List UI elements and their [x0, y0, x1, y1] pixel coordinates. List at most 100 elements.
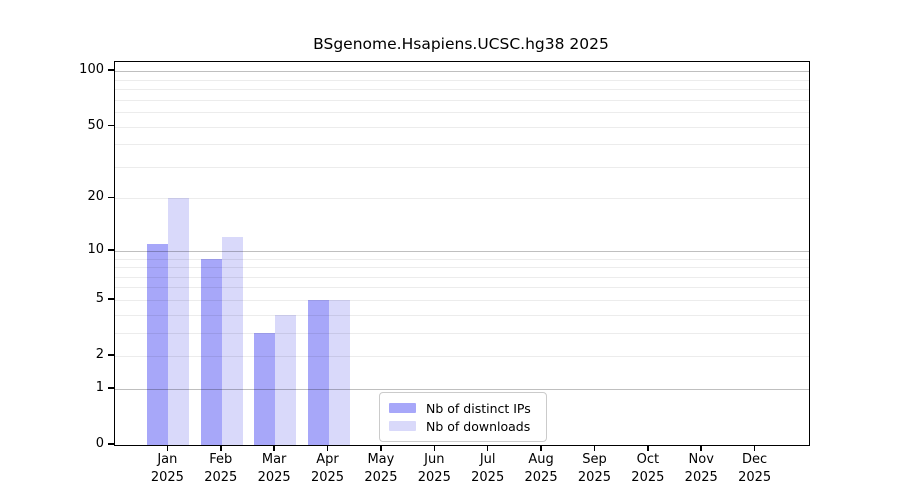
x-tick-label-may: May 2025	[345, 451, 417, 486]
x-tick-label-feb: Feb 2025	[185, 451, 257, 486]
gridline-y-90	[115, 79, 809, 81]
y-tick-label-5: 5	[95, 290, 104, 306]
x-label-month: Jul	[479, 452, 496, 467]
x-label-month: Nov	[688, 452, 714, 467]
y-tick-label-10: 10	[87, 241, 104, 257]
y-tick-label-1: 1	[95, 379, 104, 395]
bar-feb-distinct-ips	[200, 258, 222, 445]
x-label-year: 2025	[471, 469, 505, 485]
gridline-y-1	[115, 388, 809, 390]
y-tick-2	[107, 354, 114, 356]
x-label-year: 2025	[364, 469, 398, 485]
y-tick-1	[107, 387, 114, 389]
gridline-y-4	[115, 314, 809, 316]
grid-layer	[115, 62, 809, 445]
x-label-year: 2025	[524, 469, 558, 485]
chart-title: BSgenome.Hsapiens.UCSC.hg38 2025	[313, 35, 609, 53]
gridline-y-20	[115, 198, 809, 200]
y-tick-5	[107, 298, 114, 300]
y-tick-100	[107, 69, 114, 71]
gridline-y-100	[115, 71, 809, 73]
bar-apr-downloads	[328, 299, 350, 445]
x-label-month: Oct	[636, 452, 660, 467]
legend-label: Nb of downloads	[426, 418, 531, 434]
x-tick-label-apr: Apr 2025	[292, 451, 364, 486]
bar-jan-distinct-ips	[147, 243, 169, 445]
x-tick-may	[380, 445, 382, 451]
bar-mar-distinct-ips	[254, 332, 276, 445]
bar-jan-downloads	[168, 198, 190, 445]
x-label-year: 2025	[684, 469, 718, 485]
x-tick-label-oct: Oct 2025	[612, 451, 684, 486]
gridline-y-2	[115, 356, 809, 358]
y-tick-label-2: 2	[95, 347, 104, 363]
gridline-y-40	[115, 144, 809, 146]
x-tick-jul	[486, 445, 489, 451]
legend-item-distinct-ips: Nb of distinct IPs	[389, 399, 546, 417]
gridline-y-3	[115, 332, 809, 334]
x-tick-apr	[326, 445, 329, 451]
x-tick-label-sep: Sep 2025	[558, 451, 630, 486]
x-tick-feb	[220, 445, 222, 451]
x-label-month: Jun	[424, 452, 445, 467]
x-tick-nov	[700, 445, 702, 451]
gridline-y-30	[115, 166, 809, 168]
x-tick-dec	[753, 445, 756, 451]
gridline-y-10	[115, 250, 809, 252]
bar-apr-distinct-ips	[307, 299, 329, 445]
legend-label: Nb of distinct IPs	[426, 400, 531, 416]
x-label-year: 2025	[577, 469, 611, 485]
x-label-month: Mar	[261, 452, 287, 467]
y-tick-50	[107, 124, 114, 127]
x-tick-label-aug: Aug 2025	[505, 451, 577, 486]
legend: Nb of distinct IPs Nb of downloads	[379, 392, 547, 442]
x-label-year: 2025	[417, 469, 451, 485]
x-tick-jan	[166, 445, 169, 451]
y-tick-label-20: 20	[87, 189, 104, 205]
x-tick-label-dec: Dec 2025	[719, 451, 791, 486]
x-tick-sep	[593, 445, 596, 451]
legend-swatch-downloads	[389, 421, 416, 431]
x-tick-label-mar: Mar 2025	[238, 451, 310, 486]
x-label-month: May	[367, 452, 395, 467]
x-label-year: 2025	[631, 469, 665, 485]
x-label-year: 2025	[204, 469, 238, 485]
x-tick-label-nov: Nov 2025	[665, 451, 737, 486]
legend-item-downloads: Nb of downloads	[389, 417, 546, 435]
x-label-month: Sep	[582, 452, 607, 467]
x-tick-jun	[433, 445, 436, 451]
x-tick-aug	[540, 445, 542, 451]
x-tick-label-jun: Jun 2025	[398, 451, 470, 486]
gridline-y-8	[115, 267, 809, 269]
x-label-year: 2025	[738, 469, 772, 485]
x-label-month: Apr	[316, 452, 339, 467]
x-tick-label-jan: Jan 2025	[131, 451, 203, 486]
x-label-year: 2025	[150, 469, 184, 485]
y-tick-0	[107, 443, 114, 445]
x-tick-label-jul: Jul 2025	[452, 451, 524, 486]
x-label-year: 2025	[310, 469, 345, 485]
y-tick-label-50: 50	[87, 117, 104, 133]
x-label-year: 2025	[257, 469, 291, 485]
x-label-month: Feb	[209, 452, 233, 467]
x-label-month: Dec	[742, 452, 768, 467]
gridline-y-9	[115, 258, 809, 260]
gridline-y-5	[115, 299, 809, 301]
y-tick-label-0: 0	[95, 436, 104, 451]
y-tick-10	[107, 249, 114, 251]
legend-swatch-distinct-ips	[389, 403, 416, 413]
bar-mar-downloads	[275, 314, 297, 445]
gridline-y-6	[115, 287, 809, 289]
x-label-month: Jan	[157, 452, 178, 467]
y-tick-label-100: 100	[79, 62, 104, 78]
y-tick-20	[107, 196, 114, 199]
bars-layer	[115, 62, 809, 445]
gridline-y-50	[115, 126, 809, 128]
gridline-y-70	[115, 99, 809, 101]
gridline-y-60	[115, 112, 809, 114]
bar-feb-downloads	[221, 237, 243, 445]
x-tick-mar	[273, 445, 275, 451]
x-tick-oct	[647, 445, 649, 451]
gridline-y-7	[115, 276, 809, 278]
